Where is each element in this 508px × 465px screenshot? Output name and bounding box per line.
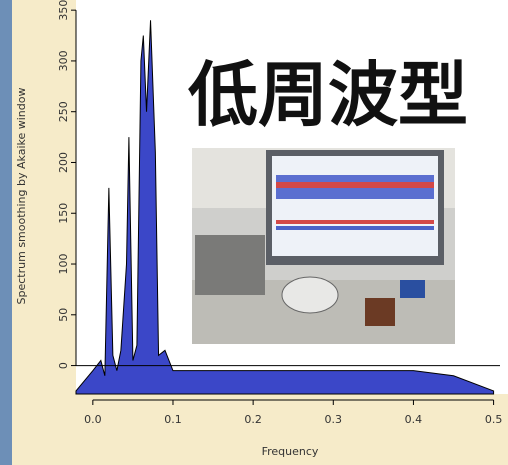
x-tick-label: 0.3 [325,413,343,426]
photo [192,148,455,344]
x-tick-label: 0.1 [164,413,182,426]
y-tick-label: 200 [57,152,70,173]
y-tick-label: 150 [57,203,70,224]
side-strip [0,0,12,465]
photo-generator [195,235,265,295]
x-tick-label: 0.2 [244,413,262,426]
y-tick-label: 250 [57,101,70,122]
photo-dish [281,276,339,314]
area [75,20,495,395]
x-tick-label: 0.5 [485,413,503,426]
x-tick-label: 0.4 [405,413,423,426]
x-axis-label: Frequency [262,445,319,458]
chart-title: 低周波型 [188,54,468,136]
y-tick-label: 100 [57,254,70,275]
plot [75,20,495,395]
y-tick-label: 350 [57,0,70,21]
y-axis-label: Spectrum smoothing by Akaike window [15,88,28,305]
photo-signal-4 [276,226,434,230]
y-tick-label: 300 [57,50,70,71]
photo-signal-3 [276,220,434,224]
y-tick-label: 50 [57,308,70,322]
photo-box [365,298,395,326]
x-tick-label: 0.0 [84,413,102,426]
y-tick-label: 0 [57,362,70,369]
photo-signal-2 [276,182,434,188]
photo-screen [272,156,438,256]
photo-device [400,280,425,298]
